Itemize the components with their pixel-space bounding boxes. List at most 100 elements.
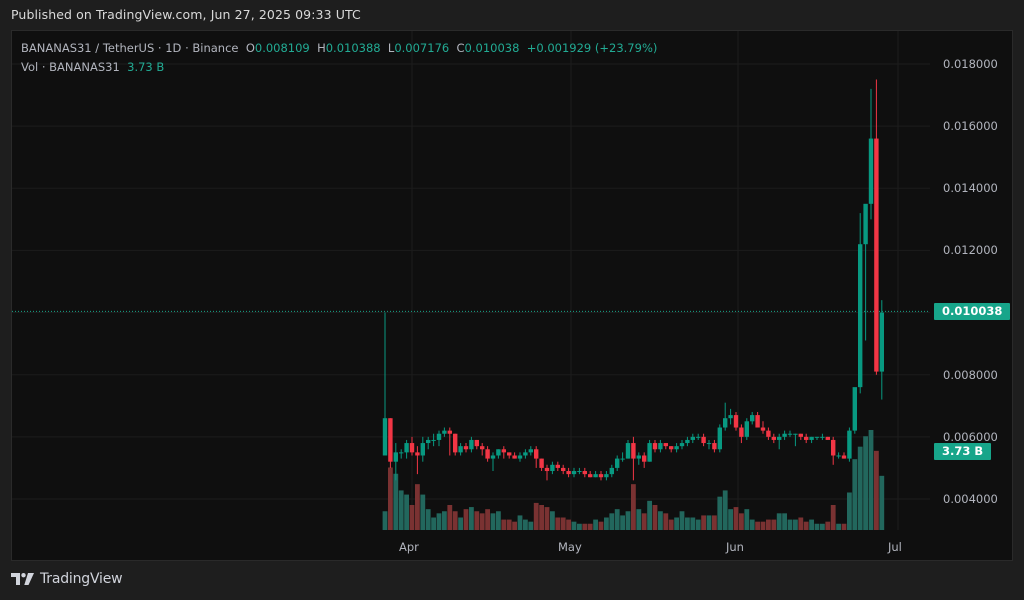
volume-bar	[469, 507, 474, 530]
candle-body	[615, 458, 620, 468]
candle-body	[809, 436, 814, 440]
candle-body	[787, 433, 793, 435]
volume-bar	[717, 496, 723, 530]
legend-ohlc-row: BANANAS31 / TetherUS · 1D · Binance O0.0…	[21, 41, 658, 55]
footer-brand[interactable]: TradingView	[11, 571, 123, 587]
volume-bar	[820, 523, 825, 530]
volume-bar	[544, 507, 550, 530]
volume-bar	[436, 513, 442, 530]
volume-bar	[852, 459, 858, 530]
volume-bar	[463, 509, 469, 530]
time-tick: Apr	[399, 540, 419, 554]
candle-body	[733, 415, 739, 428]
volume-bar	[598, 521, 604, 530]
volume-bar	[393, 473, 399, 530]
volume-bar	[712, 515, 717, 530]
time-tick: Jul	[888, 540, 902, 554]
candle-body	[544, 467, 550, 472]
candle-body	[766, 430, 771, 437]
candle-body	[717, 427, 722, 450]
candle-body	[550, 464, 555, 472]
volume-bar	[506, 519, 512, 530]
volume-bar	[431, 517, 436, 530]
price-tick: 0.008000	[943, 368, 998, 382]
candle-body	[469, 439, 474, 450]
price-tick: 0.016000	[943, 119, 998, 133]
candle-body	[679, 443, 685, 447]
candle-body	[442, 430, 447, 434]
candle-body	[674, 446, 679, 450]
candle-body	[744, 421, 749, 437]
volume-bar	[614, 509, 620, 530]
candle-body	[669, 446, 674, 450]
last-price-tag: 0.010038	[934, 303, 1011, 320]
candle-body	[523, 452, 528, 456]
volume-bar	[474, 511, 480, 530]
volume-bar	[533, 502, 539, 530]
volume-bar	[663, 513, 669, 530]
volume-bar	[587, 523, 593, 530]
time-tick: May	[558, 540, 582, 554]
volume-bar	[803, 521, 809, 530]
volume-bar	[728, 509, 733, 530]
candle-body	[490, 455, 496, 459]
candle-body	[458, 446, 463, 453]
volume-bar	[620, 515, 625, 530]
candle-body	[755, 415, 760, 428]
candle-body	[426, 439, 431, 444]
candle-body	[804, 436, 809, 440]
volume-bar	[641, 513, 647, 530]
price-tick: 0.018000	[943, 57, 998, 71]
candle-body	[658, 443, 663, 450]
volume-bar	[409, 505, 415, 530]
candle-body	[609, 467, 614, 475]
legend-high: 0.010388	[325, 41, 381, 55]
candle-body	[507, 452, 512, 456]
volume-bar	[679, 511, 685, 530]
candle-body	[598, 474, 604, 478]
volume-bar	[874, 450, 879, 530]
volume-bar	[625, 511, 631, 530]
volume-bar	[814, 523, 820, 530]
volume-bar	[528, 521, 534, 530]
volume-bar	[523, 519, 528, 530]
chart-frame[interactable]	[11, 30, 1013, 561]
volume-bar	[857, 446, 863, 530]
candle-body	[793, 433, 798, 435]
volume-bar	[539, 505, 544, 530]
candle-body	[577, 471, 582, 473]
volume-bar	[879, 475, 885, 530]
candles	[382, 79, 884, 481]
volume-bar	[722, 490, 728, 530]
volume-bar	[793, 519, 798, 530]
legend-volume-row: Vol · BANANAS31 3.73 B	[21, 58, 657, 77]
volume-bar	[863, 436, 868, 530]
footer-brand-text: TradingView	[40, 571, 123, 587]
candle-body	[852, 387, 857, 431]
candle-body	[582, 471, 587, 475]
candle-body	[588, 474, 593, 478]
volume-bar	[550, 511, 555, 530]
volume-bar	[452, 511, 458, 530]
volume-bar	[636, 509, 642, 530]
price-tick: 0.012000	[943, 243, 998, 257]
legend-low: 0.007176	[394, 41, 450, 55]
volume-bar	[825, 521, 831, 530]
price-tick: 0.006000	[943, 430, 998, 444]
candle-body	[382, 418, 388, 456]
volume-bar	[658, 511, 663, 530]
volume-bar	[555, 517, 561, 530]
candle-body	[474, 439, 479, 447]
candle-body	[631, 443, 636, 459]
legend-vol-label: Vol · BANANAS31	[21, 60, 120, 74]
candle-body	[701, 436, 706, 444]
candle-body	[399, 452, 404, 454]
candle-body	[647, 443, 652, 462]
volume-bar	[701, 515, 706, 530]
volume-tag: 3.73 B	[934, 443, 992, 460]
candle-body	[420, 443, 425, 456]
candle-body	[496, 449, 501, 456]
candle-body	[453, 433, 458, 453]
candle-body	[841, 455, 847, 459]
